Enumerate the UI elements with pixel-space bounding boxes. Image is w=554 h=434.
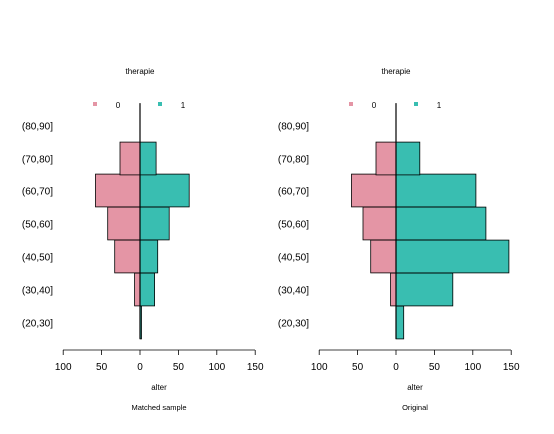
x-tick-label: 150 <box>503 362 520 373</box>
x-tick-label: 100 <box>55 362 72 373</box>
legend-swatch-0 <box>93 102 97 106</box>
x-axis-label: alter <box>407 383 423 392</box>
category-label: (60,70] <box>22 187 53 198</box>
bar-group-1-(60,70] <box>395 173 477 208</box>
x-tick-label: 0 <box>137 362 143 373</box>
category-label: (30,40] <box>278 286 309 297</box>
legend-label-0: 0 <box>372 101 377 110</box>
category-label: (50,60] <box>22 220 53 231</box>
bar-group-0-(60,70] <box>95 173 141 208</box>
legend-label-1: 1 <box>437 101 442 110</box>
x-tick-label: 100 <box>208 362 225 373</box>
bar-group-1-(50,60] <box>139 206 170 241</box>
category-label: (40,50] <box>22 253 53 264</box>
category-label: (50,60] <box>278 220 309 231</box>
x-tick-label: 100 <box>464 362 481 373</box>
bar-group-0-(40,50] <box>114 239 141 274</box>
bar-group-0-(40,50] <box>370 239 397 274</box>
legend-swatch-1 <box>158 102 162 106</box>
x-tick-label: 100 <box>311 362 328 373</box>
category-label: (20,30] <box>22 319 53 330</box>
x-tick-label: 50 <box>352 362 364 373</box>
panel-title: Matched sample <box>131 403 186 412</box>
category-label: (70,80] <box>278 155 309 166</box>
bar-group-0-(30,40] <box>390 272 397 307</box>
bar-group-1-(30,40] <box>395 272 454 307</box>
bar-group-1-(30,40] <box>139 272 156 307</box>
category-label: (30,40] <box>22 286 53 297</box>
x-axis-label: alter <box>151 383 167 392</box>
x-tick-label: 0 <box>393 362 399 373</box>
category-label: (70,80] <box>22 155 53 166</box>
bar-group-0-(70,80] <box>375 141 397 176</box>
legend-title: therapie <box>382 67 411 76</box>
x-tick-label: 50 <box>96 362 108 373</box>
legend-swatch-1 <box>414 102 418 106</box>
category-label: (20,30] <box>278 319 309 330</box>
bar-group-0-(70,80] <box>119 141 141 176</box>
legend-label-0: 0 <box>116 101 121 110</box>
x-tick-label: 150 <box>247 362 264 373</box>
legend-label-1: 1 <box>181 101 186 110</box>
category-label: (40,50] <box>278 253 309 264</box>
category-label: (80,90] <box>278 122 309 133</box>
bar-group-1-(60,70] <box>139 173 190 208</box>
x-tick-label: 50 <box>429 362 441 373</box>
bar-group-0-(50,60] <box>362 206 397 241</box>
panel-title: Original <box>402 403 428 412</box>
bar-group-0-(30,40] <box>134 272 141 307</box>
bar-group-1-(50,60] <box>395 206 487 241</box>
bar-group-0-(50,60] <box>107 206 141 241</box>
bar-group-1-(70,80] <box>395 141 421 176</box>
bar-group-1-(70,80] <box>139 141 157 176</box>
x-tick-label: 50 <box>173 362 185 373</box>
category-label: (80,90] <box>22 122 53 133</box>
bar-group-1-(20,30] <box>395 305 405 340</box>
legend-title: therapie <box>126 67 155 76</box>
bar-group-1-(40,50] <box>395 239 510 274</box>
legend-swatch-0 <box>349 102 353 106</box>
bar-group-1-(40,50] <box>139 239 159 274</box>
bar-group-0-(60,70] <box>351 173 397 208</box>
category-label: (60,70] <box>278 187 309 198</box>
